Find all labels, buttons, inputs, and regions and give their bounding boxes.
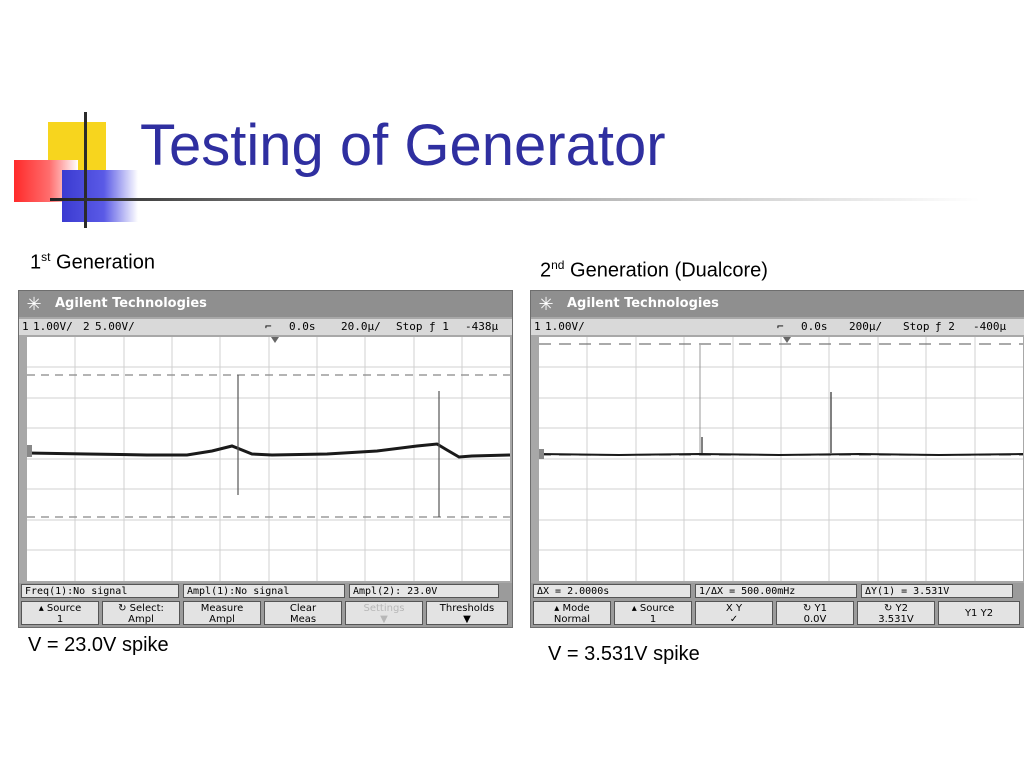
- left-caption-suffix: st: [41, 250, 51, 264]
- right-softkey-row: ▴ Mode Normal ▴ Source 1 X Y ✓ ↻ Y1 0.0V…: [531, 599, 1024, 627]
- right-waveform-plot: [539, 337, 1023, 581]
- right-result: V = 3.531V spike: [548, 643, 700, 665]
- left-caption: 1st Generation: [30, 250, 155, 275]
- softkey-label-top: ↻ Y2: [883, 603, 909, 614]
- softkey-label-bottom: Ampl: [128, 614, 154, 625]
- softkey-label-bottom: 3.531V: [878, 614, 914, 625]
- softkey-label-bottom: 0.0V: [803, 614, 827, 625]
- right-channel1-trace: [539, 452, 1023, 457]
- right-delay-marker-icon: ⌐: [777, 320, 784, 333]
- left-scope-display: [27, 337, 510, 581]
- left-channel1-trace: [27, 442, 510, 459]
- softkey-label-bottom: 1: [649, 614, 657, 625]
- softkey-label-bottom: ▼: [463, 614, 471, 625]
- right-scope-brand: Agilent Technologies: [567, 296, 719, 311]
- softkey-label-top: ▴ Source: [38, 603, 82, 614]
- left-measurement-2: Ampl(1):No signal: [183, 584, 345, 598]
- left-measurement-3: Ampl(2): 23.0V: [349, 584, 499, 598]
- right-ch1-label: 1: [534, 320, 541, 333]
- left-measurement-1: Freq(1):No signal: [21, 584, 179, 598]
- left-trigger: ƒ 1: [429, 320, 449, 333]
- right-scope-display: [539, 337, 1023, 581]
- right-caption: 2nd Generation (Dualcore): [540, 258, 768, 283]
- left-softkey-thresholds[interactable]: Thresholds ▼: [426, 601, 508, 625]
- left-waveform-plot: [27, 337, 510, 581]
- left-trigger-position-icon: [271, 337, 279, 343]
- right-softkey-y2[interactable]: ↻ Y2 3.531V: [857, 601, 935, 625]
- left-ch1-scale: 1.00V/: [33, 320, 73, 333]
- left-scope-brand-bar: ✳ Agilent Technologies: [19, 291, 512, 317]
- title-underline: [50, 198, 980, 201]
- left-softkey-row: ▴ Source 1 ↻ Select: Ampl Measure Ampl C…: [19, 599, 512, 627]
- starburst-icon: ✳: [538, 294, 554, 314]
- right-softkey-xy[interactable]: X Y ✓: [695, 601, 773, 625]
- softkey-label-top: Y1 Y2: [964, 608, 994, 619]
- softkey-label-bottom: ▼: [380, 614, 388, 625]
- right-softkey-source[interactable]: ▴ Source 1: [614, 601, 692, 625]
- right-ground-marker: [539, 449, 544, 459]
- right-softkey-y1y2[interactable]: Y1 Y2: [938, 601, 1020, 625]
- softkey-label-top: ↻ Y1: [802, 603, 828, 614]
- left-ch2-scale: 5.00V/: [95, 320, 135, 333]
- right-scope-status-bar: 1 1.00V/ ⌐ 0.0s 200µ/ Stop ƒ 2 -400µ: [531, 319, 1024, 335]
- left-run-state: Stop: [396, 320, 423, 333]
- title-decoration-vertical-line: [84, 112, 87, 228]
- left-softkey-settings[interactable]: Settings ▼: [345, 601, 423, 625]
- left-caption-number: 1: [30, 251, 42, 274]
- right-softkey-mode[interactable]: ▴ Mode Normal: [533, 601, 611, 625]
- right-caption-number: 2: [540, 259, 552, 282]
- right-timebase: 200µ/: [849, 320, 883, 333]
- softkey-label-top: X Y: [725, 603, 743, 614]
- left-caption-text: Generation: [50, 251, 155, 274]
- left-result: V = 23.0V spike: [28, 634, 169, 656]
- softkey-label-bottom: ✓: [729, 614, 739, 625]
- left-ground-marker: [27, 445, 32, 457]
- right-measurement-delta-y: ΔY(1) = 3.531V: [861, 584, 1013, 598]
- softkey-label-top: Clear: [289, 603, 317, 614]
- left-delay: 0.0s: [289, 320, 316, 333]
- right-softkey-y1[interactable]: ↻ Y1 0.0V: [776, 601, 854, 625]
- slide-title: Testing of Generator: [140, 113, 666, 178]
- right-run-state: Stop: [903, 320, 930, 333]
- left-delay-marker-icon: ⌐: [265, 320, 272, 333]
- left-softkey-clear[interactable]: Clear Meas: [264, 601, 342, 625]
- softkey-label-top: Measure: [200, 603, 244, 614]
- left-timebase: 20.0µ/: [341, 320, 381, 333]
- right-trigger-position-icon: [783, 337, 791, 343]
- right-caption-suffix: nd: [551, 258, 565, 272]
- right-oscilloscope-screenshot: ✳ Agilent Technologies 1 1.00V/ ⌐ 0.0s 2…: [530, 290, 1024, 628]
- right-scope-brand-bar: ✳ Agilent Technologies: [531, 291, 1024, 317]
- left-softkey-measure[interactable]: Measure Ampl: [183, 601, 261, 625]
- softkey-label-top: Thresholds: [439, 603, 495, 614]
- softkey-label-bottom: Ampl: [209, 614, 235, 625]
- title-decoration-blue-bar: [62, 170, 138, 222]
- right-caption-text: Generation (Dualcore): [564, 259, 768, 282]
- right-measurement-row: ΔX = 2.0000s 1/ΔX = 500.00mHz ΔY(1) = 3.…: [531, 583, 1024, 599]
- left-measurement-row: Freq(1):No signal Ampl(1):No signal Ampl…: [19, 583, 512, 599]
- right-trigger-level: -400µ: [973, 320, 1007, 333]
- softkey-label-top: Settings: [363, 603, 405, 614]
- left-ch1-label: 1: [22, 320, 29, 333]
- softkey-label-bottom: Normal: [553, 614, 591, 625]
- starburst-icon: ✳: [26, 294, 42, 314]
- left-scope-status-bar: 1 1.00V/ 2 5.00V/ ⌐ 0.0s 20.0µ/ Stop ƒ 1…: [19, 319, 512, 335]
- left-trigger-level: -438µ: [465, 320, 499, 333]
- left-oscilloscope-screenshot: ✳ Agilent Technologies 1 1.00V/ 2 5.00V/…: [18, 290, 513, 628]
- right-measurement-delta-x: ΔX = 2.0000s: [533, 584, 691, 598]
- right-measurement-frequency: 1/ΔX = 500.00mHz: [695, 584, 857, 598]
- left-softkey-select[interactable]: ↻ Select: Ampl: [102, 601, 180, 625]
- left-softkey-source[interactable]: ▴ Source 1: [21, 601, 99, 625]
- softkey-label-bottom: Meas: [289, 614, 317, 625]
- softkey-label-bottom: 1: [56, 614, 64, 625]
- left-ch2-label: 2: [83, 320, 90, 333]
- softkey-label-top: ▴ Source: [631, 603, 675, 614]
- right-ch1-scale: 1.00V/: [545, 320, 585, 333]
- left-scope-brand: Agilent Technologies: [55, 296, 207, 311]
- right-delay: 0.0s: [801, 320, 828, 333]
- softkey-label-top: ↻ Select:: [118, 603, 164, 614]
- right-trigger: ƒ 2: [935, 320, 955, 333]
- softkey-label-top: ▴ Mode: [554, 603, 590, 614]
